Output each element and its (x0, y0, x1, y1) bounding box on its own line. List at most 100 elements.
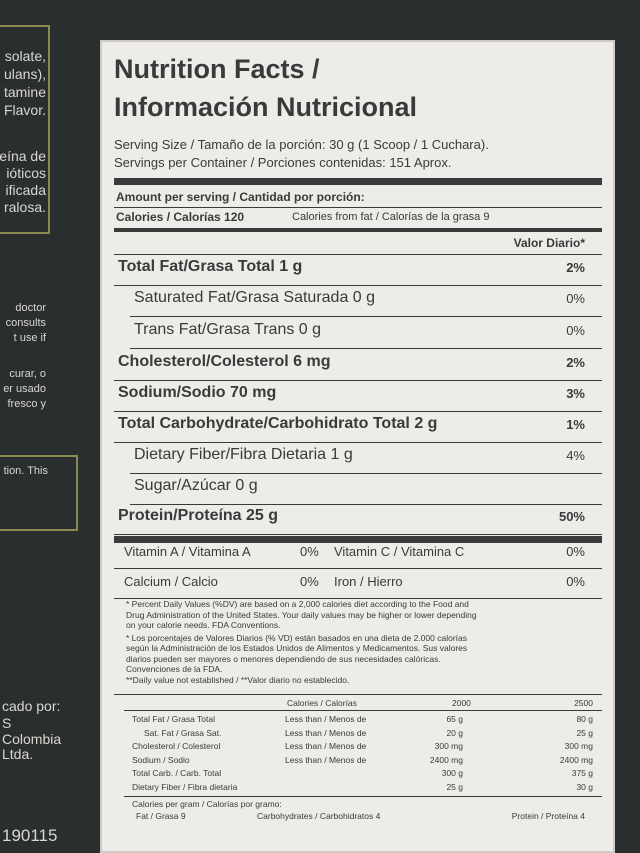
table-cell: 2400 mg (429, 754, 463, 765)
footnote: **Daily value not established / **Valor … (126, 674, 350, 685)
vitamin: 0% (566, 574, 585, 589)
rule (114, 178, 602, 185)
rule (114, 534, 602, 535)
table-cell: 375 g (571, 768, 593, 778)
vitamin: Vitamin C / Vitamina C (334, 544, 465, 559)
nutrient-dv: 3% (566, 386, 585, 401)
footnote: * Los porcentajes de Valores Diarios (% … (126, 632, 467, 643)
servings: Servings per Container / Porciones conte… (114, 155, 452, 170)
per-gram: Fat / Grasa 9 (136, 811, 186, 821)
rule (124, 796, 602, 797)
rule (130, 473, 602, 474)
left-text: tamine (3, 84, 46, 100)
per-gram: Calories per gram / Calorías por gramo: (132, 799, 282, 809)
table-cell: Cholesterol / Colesterol (132, 741, 221, 751)
footnote: Convenciones de la FDA. (126, 664, 223, 674)
footnote: Drug Administration of the United States… (126, 609, 477, 620)
left-text: 190115 (2, 826, 58, 845)
table-cell: 30 g (576, 781, 593, 792)
left-text: doctor (15, 302, 46, 314)
amount-header: Amount per serving / Cantidad por porció… (116, 190, 365, 204)
table-header: 2000 (452, 698, 471, 708)
table-cell: 2400 mg (559, 754, 593, 765)
footnote: on your calorie needs. FDA Conventions. (126, 620, 281, 630)
rule (130, 316, 602, 317)
calories: Calories / Calorías 120 (116, 210, 245, 224)
serving-size: Serving Size / Tamaño de la porción: 30 … (114, 137, 489, 152)
table-cell: Dietary Fiber / Fibra dietaria (132, 781, 238, 792)
left-box (0, 455, 78, 531)
nutrient-label: Saturated Fat/Grasa Saturada 0 g (134, 289, 376, 306)
table-cell: 300 g (441, 768, 463, 778)
left-text: ralosa. (3, 199, 46, 215)
nutrient-label: Sugar/Azúcar 0 g (134, 477, 258, 494)
left-text: t use if (13, 332, 46, 344)
nutrient-dv: 0% (566, 291, 585, 306)
rule (114, 228, 602, 232)
calories-fat: Calories from fat / Calorías de la grasa… (292, 211, 490, 223)
left-text: S (2, 715, 12, 731)
rule (114, 207, 602, 208)
table-cell: Less than / Menos de (285, 727, 367, 738)
nutrient-dv: 1% (566, 417, 585, 432)
vitamin: 0% (300, 544, 319, 559)
per-gram: Carbohydrates / Carbohidratos 4 (257, 811, 381, 821)
nutrient-label: Cholesterol/Colesterol 6 mg (118, 353, 331, 370)
rule (114, 411, 602, 412)
nutrition-label: Nutrition Facts / Información Nutricional… (100, 40, 615, 853)
left-text: Flavor. (3, 102, 46, 118)
nutrient-label: Total Carbohydrate/Carbohidrato Total 2 … (118, 415, 438, 432)
table-cell: Sat. Fat / Grasa Sat. (144, 727, 222, 738)
left-text: consults (5, 317, 46, 329)
footnote: según la Administración de los Estados U… (126, 643, 468, 653)
table-cell: Less than / Menos de (285, 714, 367, 724)
table-header: 2500 (574, 698, 593, 708)
rule (114, 568, 602, 569)
left-text: fresco y (7, 398, 46, 410)
nutrient-dv: 2% (566, 355, 585, 370)
left-text: solate, (4, 48, 46, 64)
vitamin: Calcium / Calcio (124, 574, 218, 589)
rule (130, 504, 602, 505)
table-header: Calories / Calorías (287, 698, 357, 708)
table-cell: 65 g (446, 714, 463, 724)
rule (130, 348, 602, 349)
table-cell: Total Fat / Grasa Total (132, 714, 215, 724)
rule (114, 598, 602, 599)
rule (114, 380, 602, 381)
vitamin: Iron / Hierro (334, 574, 403, 589)
nutrient-dv: 2% (566, 260, 585, 275)
table-cell: 25 g (576, 727, 593, 738)
footnote: diarios pueden ser mayores o menores dep… (126, 653, 441, 664)
vitamin: Vitamin A / Vitamina A (124, 544, 251, 559)
left-box (0, 25, 50, 234)
nutrient-label: Dietary Fiber/Fibra Dietaria 1 g (134, 446, 353, 463)
per-gram: Protein / Proteína 4 (511, 811, 585, 821)
table-cell: 25 g (446, 781, 463, 792)
nutrient-label: Trans Fat/Grasa Trans 0 g (134, 321, 322, 338)
left-text: tion. This (3, 465, 48, 477)
vitamin: 0% (300, 574, 319, 589)
rule (114, 694, 602, 695)
left-text: curar, o (9, 368, 46, 380)
left-text: ióticos (6, 165, 46, 181)
rule (114, 254, 602, 255)
table-cell: Less than / Menos de (285, 754, 367, 765)
title: Nutrition Facts / (114, 54, 320, 84)
nutrient-dv: 4% (566, 448, 585, 463)
left-text: cado por: (2, 698, 61, 714)
rule (124, 710, 602, 711)
rule (114, 442, 602, 443)
left-text: Ltda. (2, 746, 34, 762)
table-cell: Total Carb. / Carb. Total (132, 768, 222, 778)
nutrient-dv: 0% (566, 323, 585, 338)
nutrient-label: Total Fat/Grasa Total 1 g (118, 258, 303, 275)
nutrient-dv: 50% (558, 509, 585, 524)
table-cell: Sodium / Sodio (132, 754, 190, 765)
left-text: Colombia (2, 731, 62, 747)
table-cell: 300 mg (434, 741, 463, 751)
left-text: eína de (0, 148, 46, 164)
left-text: ulans), (3, 66, 46, 82)
table-cell: 300 mg (564, 741, 593, 751)
